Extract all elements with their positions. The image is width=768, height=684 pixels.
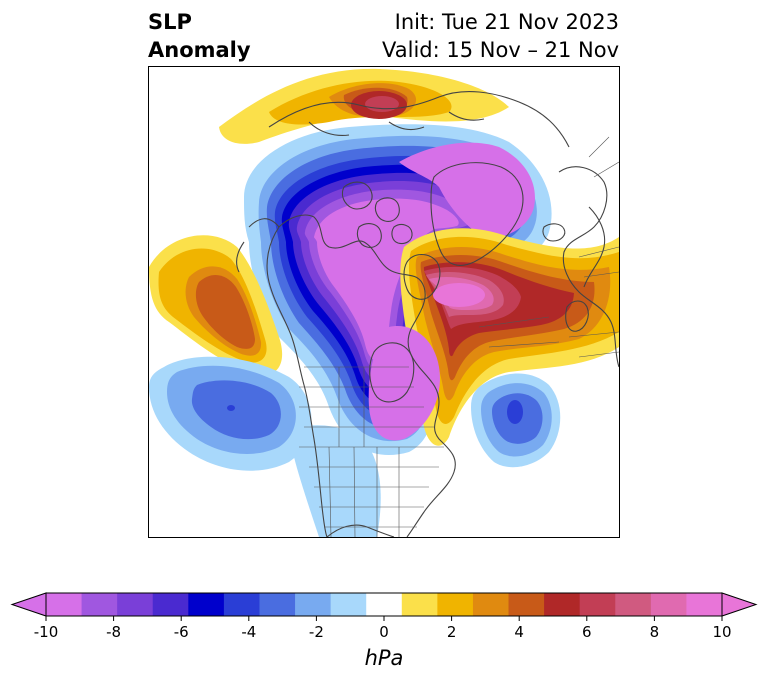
colorbar-swatch (579, 593, 616, 616)
colorbar-tick-label: 4 (514, 623, 524, 641)
state-borders (299, 136, 619, 537)
colorbar-tick-label: -4 (241, 623, 257, 641)
colorbar-unit: hPa (0, 646, 768, 670)
colorbar-tick-label: -6 (173, 623, 189, 641)
colorbar-swatch (330, 593, 367, 616)
colorbar-swatch (401, 593, 438, 616)
arctic-low (244, 124, 552, 455)
colorbar-tick-label: 6 (582, 623, 592, 641)
colorbar-tick-label: 10 (712, 623, 732, 641)
colorbar-swatch (152, 593, 189, 616)
us-anomaly-tail (292, 425, 381, 537)
colorbar-swatch (188, 593, 225, 616)
colorbar-swatch (650, 593, 687, 616)
colorbar-swatch (223, 593, 260, 616)
hudson-low (368, 326, 440, 441)
map-timestamps: Init: Tue 21 Nov 2023 Valid: 15 Nov – 21… (382, 8, 619, 64)
map-panel[interactable] (148, 66, 620, 538)
north-pacific-high (149, 235, 283, 376)
colorbar-tick-label: 0 (379, 623, 389, 641)
colorbar-tick-label: -10 (33, 623, 59, 641)
slp-anomaly-map (149, 67, 619, 537)
colorbar-ticks: -10 -8 -6 -4 -2 0 2 4 6 8 10 (0, 623, 768, 645)
greenland-atlantic-high (400, 228, 619, 446)
colorbar-swatch (544, 593, 581, 616)
init-time: Init: Tue 21 Nov 2023 (394, 10, 619, 34)
colorbar-tick-label: -2 (308, 623, 324, 641)
colorbar-swatch (46, 593, 83, 616)
colorbar-extend-over (721, 592, 758, 617)
colorbar-swatch (117, 593, 154, 616)
colorbar-swatch (295, 593, 332, 616)
colorbar-swatch (437, 593, 474, 616)
valid-period: Valid: 15 Nov – 21 Nov (382, 38, 619, 62)
colorbar-swatch (259, 593, 296, 616)
colorbar (10, 592, 758, 621)
colorbar-tick-label: 8 (649, 623, 660, 641)
colorbar-tick-label: 2 (446, 623, 457, 641)
title-line-2: Anomaly (148, 38, 251, 62)
colorbar-swatch (508, 593, 545, 616)
colorbar-swatch (615, 593, 652, 616)
colorbar-swatch (686, 593, 723, 616)
map-title: SLP Anomaly (148, 8, 251, 64)
colorbar-unit-label: hPa (364, 646, 404, 670)
north-atlantic-low (471, 373, 561, 468)
colorbar-swatch (81, 593, 118, 616)
colorbar-swatch (366, 593, 403, 616)
northeast-pacific-low (149, 356, 312, 471)
colorbar-extend-under (10, 592, 47, 617)
colorbar-swatch (472, 593, 510, 616)
colorbar-tick-label: -8 (106, 623, 122, 641)
title-line-1: SLP (148, 10, 192, 34)
coastlines-and-borders (235, 91, 619, 537)
